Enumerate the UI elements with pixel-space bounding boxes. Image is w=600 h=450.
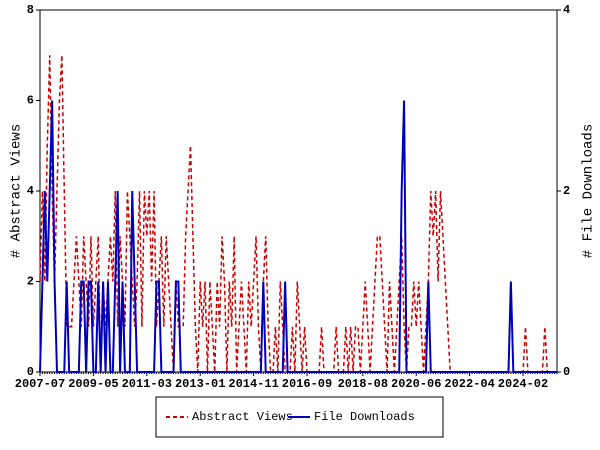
y-tick-label: 6 <box>27 94 34 108</box>
x-tick-label: 2011-03 <box>122 377 172 391</box>
legend-label: File Downloads <box>314 410 415 424</box>
x-tick-label: 2013-01 <box>175 377 225 391</box>
x-tick-label: 2007-07 <box>15 377 65 391</box>
x-tick-label: 2020-06 <box>391 377 441 391</box>
y2-tick-label: 2 <box>563 184 570 198</box>
legend-box <box>155 396 444 438</box>
y2-tick-label: 4 <box>563 3 570 17</box>
y-tick-label: 2 <box>27 275 34 289</box>
series-line <box>39 55 557 373</box>
y-tick-label: 4 <box>27 184 34 198</box>
y-tick-label: 0 <box>27 365 34 379</box>
x-tick-label: 2018-08 <box>338 377 388 391</box>
series-line <box>39 100 557 373</box>
y-tick-label: 8 <box>27 3 34 17</box>
x-tick-label: 2014-11 <box>228 377 278 391</box>
y2-axis-label: # File Downloads <box>581 124 597 258</box>
y2-tick-label: 0 <box>563 365 570 379</box>
x-tick-label: 2016-09 <box>282 377 332 391</box>
x-tick-label: 2009-05 <box>68 377 118 391</box>
x-tick-label: 2022-04 <box>444 377 494 391</box>
y-axis-label: # Abstract Views <box>9 124 25 258</box>
x-tick-label: 2024-02 <box>498 377 548 391</box>
legend-label: Abstract Views <box>192 410 293 424</box>
